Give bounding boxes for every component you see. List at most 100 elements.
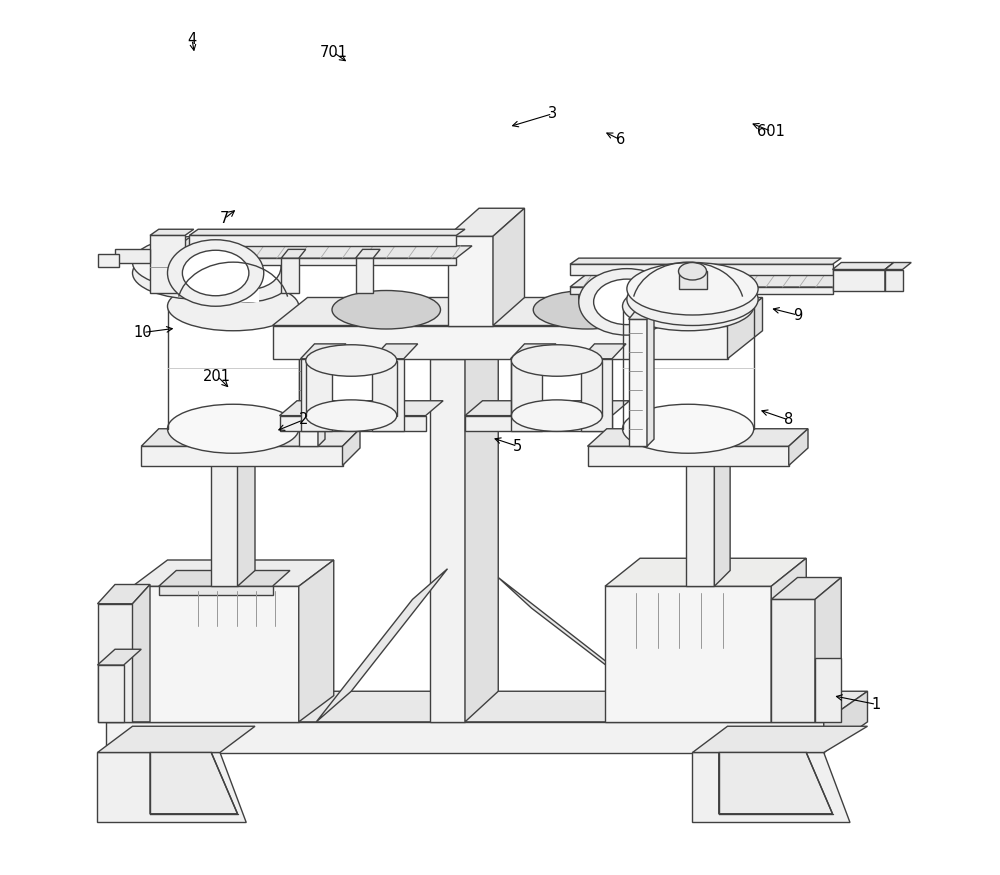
Polygon shape: [189, 246, 472, 258]
Polygon shape: [465, 401, 630, 416]
Ellipse shape: [622, 404, 754, 453]
Polygon shape: [448, 236, 493, 326]
Polygon shape: [98, 254, 119, 267]
Polygon shape: [430, 359, 465, 722]
Polygon shape: [189, 258, 456, 265]
Polygon shape: [150, 229, 194, 235]
Polygon shape: [106, 722, 824, 752]
Polygon shape: [658, 287, 675, 322]
Ellipse shape: [579, 269, 675, 335]
Polygon shape: [299, 311, 325, 319]
Text: 4: 4: [187, 31, 197, 47]
Polygon shape: [150, 235, 185, 293]
Ellipse shape: [579, 262, 680, 332]
Text: 6: 6: [616, 132, 625, 148]
Polygon shape: [692, 726, 868, 752]
Polygon shape: [511, 344, 556, 359]
Text: 601: 601: [757, 123, 785, 139]
Polygon shape: [647, 311, 654, 446]
Polygon shape: [605, 558, 806, 586]
Polygon shape: [342, 429, 360, 466]
Polygon shape: [132, 584, 150, 722]
Polygon shape: [98, 665, 124, 722]
Polygon shape: [789, 429, 808, 466]
Polygon shape: [511, 359, 542, 430]
Polygon shape: [299, 319, 318, 446]
Polygon shape: [189, 229, 465, 235]
Polygon shape: [596, 287, 614, 322]
Text: 8: 8: [784, 412, 793, 428]
Polygon shape: [570, 287, 832, 294]
Polygon shape: [686, 455, 714, 586]
Polygon shape: [771, 599, 815, 722]
Polygon shape: [815, 658, 841, 722]
Polygon shape: [629, 319, 647, 446]
Polygon shape: [885, 270, 902, 291]
Polygon shape: [619, 290, 640, 332]
Ellipse shape: [168, 404, 299, 453]
Polygon shape: [728, 298, 763, 359]
Polygon shape: [771, 578, 841, 599]
Polygon shape: [272, 298, 763, 326]
Polygon shape: [588, 429, 808, 446]
Polygon shape: [493, 208, 524, 326]
Polygon shape: [714, 439, 730, 586]
Text: 7: 7: [220, 211, 229, 227]
Polygon shape: [832, 262, 894, 270]
Polygon shape: [658, 278, 682, 287]
Polygon shape: [771, 558, 806, 722]
Polygon shape: [189, 235, 456, 246]
Text: 10: 10: [134, 325, 152, 340]
Polygon shape: [238, 260, 258, 302]
Polygon shape: [159, 586, 272, 595]
Ellipse shape: [215, 244, 281, 290]
Polygon shape: [824, 691, 868, 752]
Polygon shape: [498, 578, 640, 691]
Polygon shape: [580, 359, 612, 430]
Polygon shape: [885, 262, 894, 291]
Ellipse shape: [627, 273, 758, 326]
Polygon shape: [570, 258, 841, 264]
Polygon shape: [815, 578, 841, 722]
Polygon shape: [570, 275, 848, 287]
Text: 9: 9: [793, 307, 802, 323]
Polygon shape: [356, 258, 373, 293]
Polygon shape: [596, 278, 621, 287]
Polygon shape: [224, 258, 242, 293]
Text: 1: 1: [872, 696, 881, 712]
Polygon shape: [183, 245, 213, 262]
Polygon shape: [132, 560, 334, 586]
Polygon shape: [885, 262, 911, 270]
Polygon shape: [280, 401, 443, 416]
Polygon shape: [629, 311, 654, 319]
Polygon shape: [300, 359, 332, 430]
Ellipse shape: [306, 345, 397, 376]
Ellipse shape: [511, 400, 602, 431]
Polygon shape: [281, 258, 299, 293]
Ellipse shape: [678, 262, 706, 280]
Polygon shape: [719, 752, 832, 814]
Polygon shape: [224, 249, 249, 258]
Polygon shape: [719, 287, 736, 322]
Ellipse shape: [182, 250, 249, 296]
Polygon shape: [150, 752, 238, 814]
Polygon shape: [605, 586, 771, 722]
Text: 5: 5: [513, 438, 522, 454]
Ellipse shape: [594, 279, 660, 325]
Polygon shape: [719, 278, 743, 287]
Polygon shape: [465, 328, 498, 722]
Ellipse shape: [627, 262, 758, 315]
Ellipse shape: [168, 282, 299, 331]
Polygon shape: [98, 752, 246, 822]
Polygon shape: [272, 326, 728, 359]
Polygon shape: [580, 344, 626, 359]
Polygon shape: [280, 416, 426, 430]
Polygon shape: [141, 429, 360, 446]
Polygon shape: [465, 416, 612, 430]
Polygon shape: [692, 752, 850, 822]
Polygon shape: [115, 249, 150, 262]
Polygon shape: [318, 311, 325, 446]
Polygon shape: [299, 560, 334, 722]
Polygon shape: [832, 270, 885, 291]
Polygon shape: [106, 691, 868, 722]
